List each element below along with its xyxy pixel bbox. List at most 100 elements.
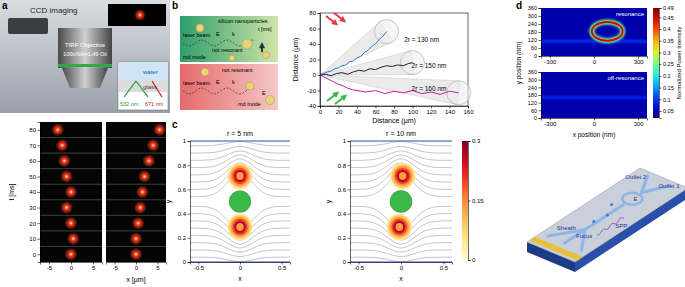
arrow-head xyxy=(332,92,339,98)
heatmap-chart: -3000300060120180240300360resonancey pos… xyxy=(515,5,682,118)
tick-label: 80 xyxy=(391,109,398,115)
tick: 60 xyxy=(531,108,541,114)
tick-mark xyxy=(136,262,137,265)
axis-left: -40-20020406080 xyxy=(307,10,320,109)
device-label: Sheath xyxy=(557,225,576,231)
schematic-label: silicon nanoparticles xyxy=(218,18,268,24)
tick-label: 0.2 xyxy=(338,235,347,241)
title: r = 5 nm xyxy=(227,130,253,137)
schematic-b: silicon nanoparticlest [ms]laser beamEkn… xyxy=(180,16,278,110)
spot xyxy=(134,201,147,214)
tick: 360 xyxy=(528,69,541,75)
tick: 0 xyxy=(70,262,74,271)
panel-label: c xyxy=(172,119,178,130)
axis-bottom: -3000300 xyxy=(542,118,648,127)
axis-left: 060120180240300360 xyxy=(528,69,542,121)
setup-label: 532 nm xyxy=(120,101,139,107)
axis-right: 00.150.3 xyxy=(468,138,484,263)
tick-mark xyxy=(659,64,662,65)
axis-title: x position (nm) xyxy=(573,131,616,139)
tick-mark xyxy=(450,106,451,109)
tick-mark xyxy=(539,56,542,57)
setup-label: water xyxy=(142,69,158,75)
frame-separator xyxy=(106,184,166,185)
tick: 80 xyxy=(391,106,398,115)
tick-label: 0.05 xyxy=(663,108,674,114)
tick-mark xyxy=(394,106,395,109)
tick-label: 0.1 xyxy=(663,97,671,103)
lobe-core xyxy=(236,172,244,180)
tick: 0.49 xyxy=(659,5,674,11)
field-lobe xyxy=(388,215,410,238)
tick: 40 xyxy=(309,41,320,47)
tick: 120 xyxy=(528,37,541,43)
setup-label: 671 nm xyxy=(145,101,164,107)
axis-title: x xyxy=(238,275,242,282)
box-top xyxy=(180,16,278,62)
tick-mark xyxy=(282,262,283,265)
axis-line xyxy=(318,14,321,107)
tick-label: 120 xyxy=(528,100,537,106)
tick-label: 300 xyxy=(528,13,537,19)
tick-label: 60 xyxy=(531,45,537,51)
axis-line xyxy=(41,263,103,265)
laser-beam xyxy=(183,88,255,94)
tick: 1 xyxy=(183,138,190,144)
tick: 100 xyxy=(408,106,419,115)
tick-mark xyxy=(38,145,41,146)
tick-label: 160 xyxy=(463,109,474,115)
axis-left: 01020304050607080 xyxy=(29,123,40,263)
axis-right: 0.050.10.150.20.250.30.350.40.450.49 xyxy=(659,5,674,118)
field-lobe xyxy=(229,165,251,188)
frame-separator xyxy=(40,153,102,154)
tick-mark xyxy=(38,239,41,240)
tick-label: -40 xyxy=(307,103,316,109)
heatmap-background xyxy=(541,8,647,56)
spot xyxy=(142,154,155,167)
tick-mark xyxy=(348,189,351,190)
spot xyxy=(138,170,151,183)
tick-mark xyxy=(359,262,360,265)
beam-green xyxy=(124,81,136,97)
axis-bottom: -0.500.5 xyxy=(351,262,453,271)
annotation: 2r = 150 nm xyxy=(412,62,447,69)
tick-label: -300 xyxy=(544,59,557,65)
tick-mark xyxy=(594,56,595,59)
heatmap-band xyxy=(541,40,647,43)
tick: -300 xyxy=(544,56,557,65)
tick-mark xyxy=(318,13,321,14)
tick-mark xyxy=(38,130,41,131)
tick: 0.45 xyxy=(659,15,674,21)
objective-ring xyxy=(58,64,112,67)
tick-label: 0 xyxy=(534,115,537,121)
tick: 0.5 xyxy=(278,262,287,271)
axis-line xyxy=(660,9,662,119)
tick: 180 xyxy=(528,29,541,35)
tick-mark xyxy=(539,48,542,49)
image-chart: -505x [µm] xyxy=(106,122,167,284)
tick: 0.15 xyxy=(659,85,674,91)
nanoparticle xyxy=(201,68,209,76)
plot xyxy=(541,8,647,56)
spot xyxy=(65,248,78,261)
device-d: Outlet 2Outlet 1SheathFocusSPPE xyxy=(527,168,685,272)
tick: 0.8 xyxy=(178,163,190,169)
schematic-label: laser beam xyxy=(183,80,211,86)
tick-label: 20 xyxy=(336,109,343,115)
water xyxy=(118,62,168,80)
tick-mark xyxy=(638,56,639,59)
tick: 60 xyxy=(373,106,380,115)
tick: 0 xyxy=(593,118,597,127)
camera xyxy=(8,18,48,34)
setup-label: CCD imaging xyxy=(30,6,78,15)
tick: 0.2 xyxy=(659,73,671,79)
tick-label: 0.4 xyxy=(338,211,347,217)
objective-nose xyxy=(62,68,108,88)
axis-line xyxy=(351,263,453,265)
tick-label: 300 xyxy=(528,77,537,83)
tick: 0.2 xyxy=(338,235,350,241)
nanoparticle xyxy=(242,39,252,49)
axis-left: 00.20.40.60.81 xyxy=(338,138,351,265)
tick: 20 xyxy=(29,221,40,227)
tick-label: 0 xyxy=(534,53,537,59)
